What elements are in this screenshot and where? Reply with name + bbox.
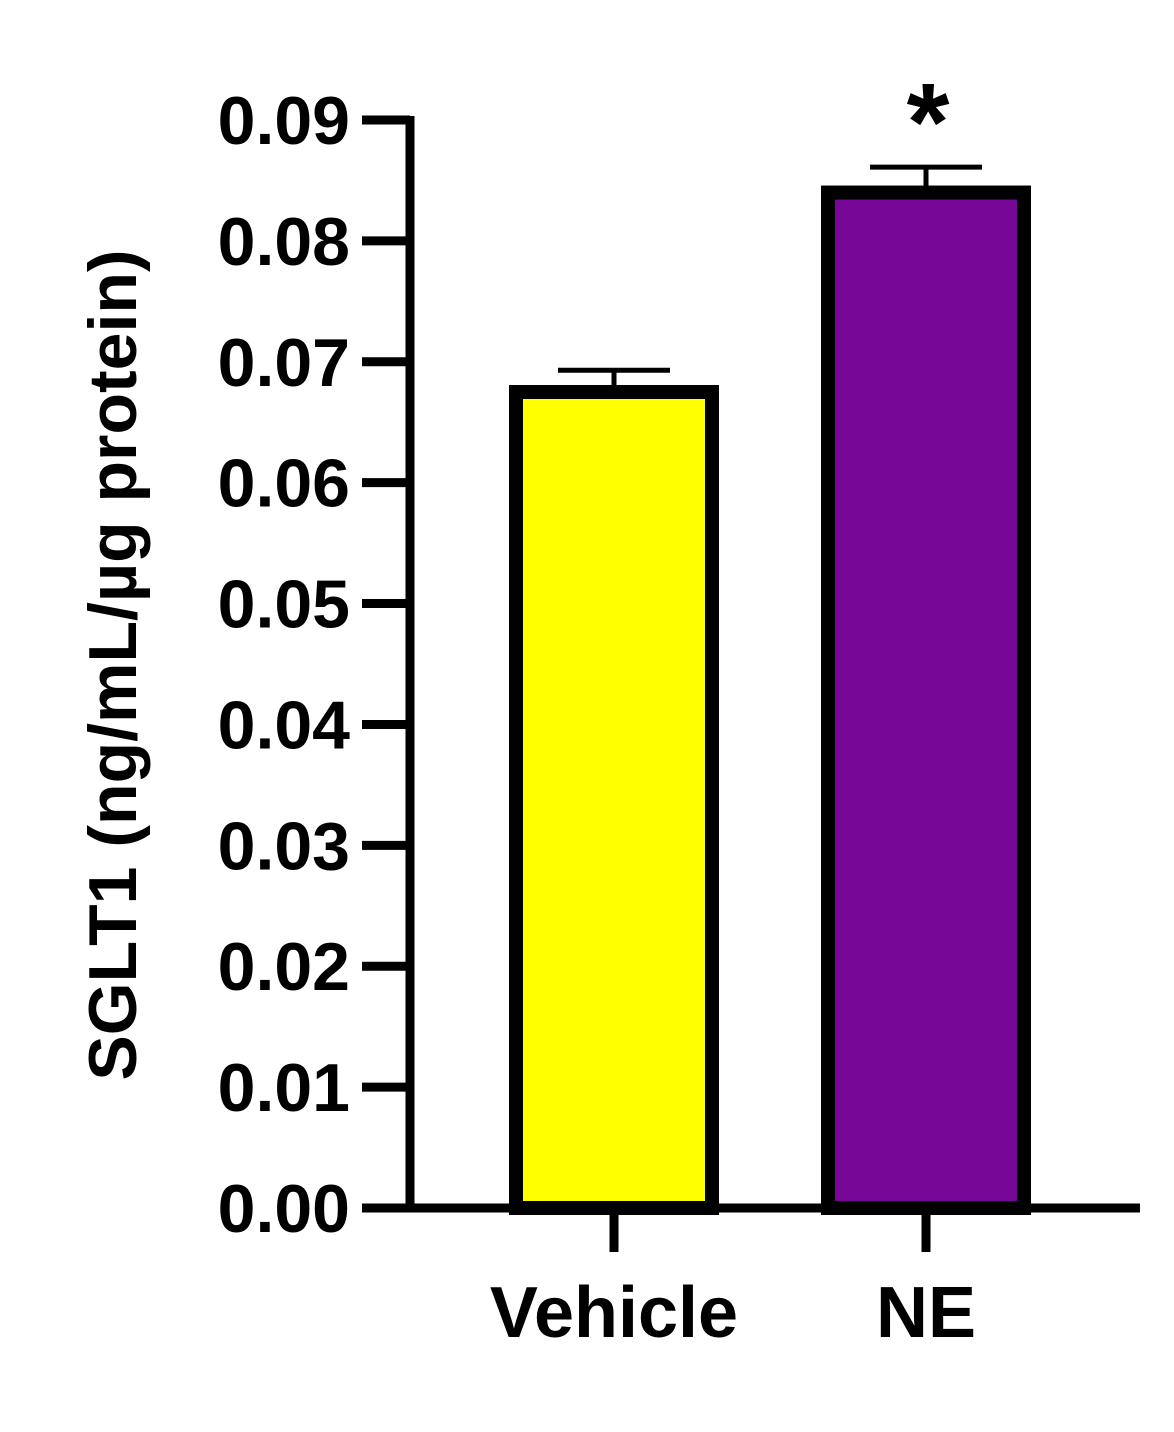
y-tick-label-8: 0.08 (218, 204, 350, 280)
significance-marker: * (907, 61, 950, 184)
bar-vehicle (509, 385, 719, 1215)
y-tick-label-3: 0.03 (218, 808, 350, 884)
x-tick-label-ne: NE (876, 1273, 976, 1353)
y-tick-label-1: 0.01 (218, 1050, 350, 1126)
y-tick-label-0: 0.00 (218, 1171, 350, 1247)
y-tick-label-4: 0.04 (218, 687, 351, 763)
y-axis-title: SGLT1 (ng/mL/µg protein) (75, 249, 151, 1080)
y-axis: 0.00 0.01 0.02 0.03 0.04 0.05 0.06 0.07 0.08 0.09 (218, 83, 415, 1247)
x-axis: Vehicle NE (406, 1203, 1140, 1353)
x-tick-label-vehicle: Vehicle (490, 1273, 738, 1353)
y-tick-label-6: 0.06 (218, 446, 350, 522)
bars: * (509, 61, 1031, 1216)
y-tick-label-5: 0.05 (218, 567, 350, 643)
y-tick-label-7: 0.07 (218, 325, 350, 401)
y-tick-label-9: 0.09 (218, 83, 350, 159)
y-tick-label-2: 0.02 (218, 929, 350, 1005)
bar-ne (821, 185, 1031, 1216)
